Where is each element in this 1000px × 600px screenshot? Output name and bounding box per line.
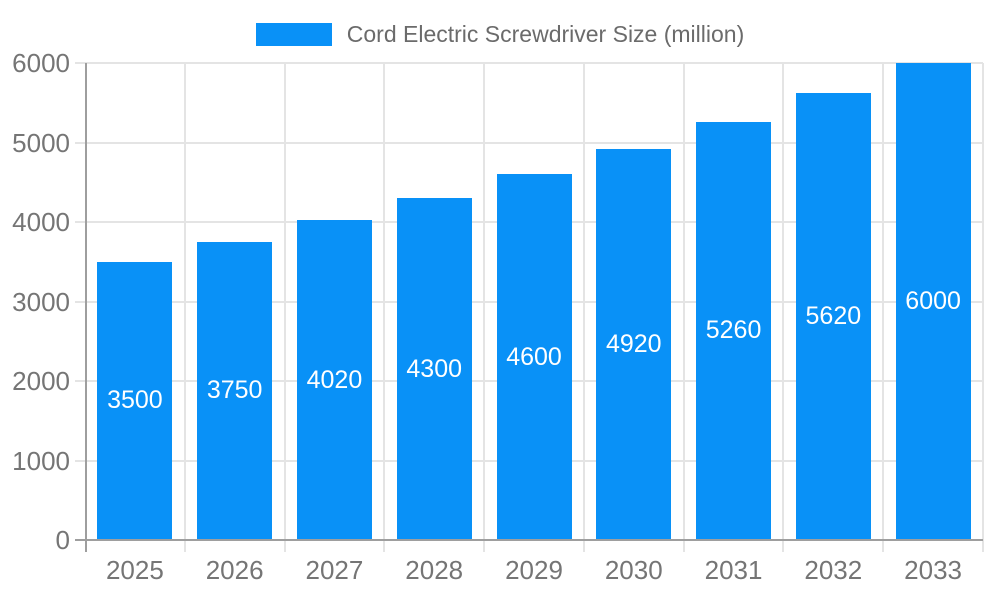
y-axis-line xyxy=(85,63,87,552)
bar-2032[interactable]: 5620 xyxy=(795,93,871,540)
y-axis-tick-label: 2000 xyxy=(12,366,70,396)
bar-2030[interactable]: 4920 xyxy=(596,148,672,540)
bar-value-label: 4600 xyxy=(506,342,562,371)
legend-label: Cord Electric Screwdriver Size (million) xyxy=(346,21,745,47)
bar-value-label: 6000 xyxy=(905,287,961,315)
x-axis-tick-label: 2030 xyxy=(604,555,663,585)
y-axis-tick xyxy=(75,141,85,144)
bar-2026[interactable]: 3750 xyxy=(197,241,273,540)
bar-2033[interactable]: 6000 xyxy=(895,63,971,540)
y-axis-tick xyxy=(75,62,85,64)
bar-2025[interactable]: 3500 xyxy=(97,261,173,540)
x-axis-tick-label: 2027 xyxy=(305,555,364,585)
bar-2031[interactable]: 5260 xyxy=(696,121,772,540)
bar-value-label: 3750 xyxy=(206,376,263,405)
y-axis-tick-label: 3000 xyxy=(12,286,70,317)
y-axis-tick-label: 4000 xyxy=(12,207,70,237)
gridline-horizontal xyxy=(85,62,983,64)
gridline-vertical xyxy=(283,63,286,552)
y-axis-tick-label: 0 xyxy=(55,525,70,555)
gridline-vertical xyxy=(582,63,585,552)
bar-value-label: 5260 xyxy=(705,316,762,345)
y-axis-tick-label: 1000 xyxy=(12,445,70,476)
gridline-vertical xyxy=(882,63,885,552)
gridline-vertical xyxy=(183,63,186,552)
x-axis-tick-label: 2031 xyxy=(704,555,763,585)
bar-2027[interactable]: 4020 xyxy=(296,220,372,540)
x-axis-tick-label: 2032 xyxy=(804,555,863,585)
x-axis-tick-label: 2029 xyxy=(505,555,563,585)
gridline-vertical xyxy=(483,63,486,552)
bar-value-label: 5620 xyxy=(805,302,862,331)
plot-area: 3500 3750 4020 4300 4600 4920 5260 5620 6000 xyxy=(75,62,984,552)
y-axis-tick xyxy=(75,459,85,462)
y-axis-tick xyxy=(75,300,85,303)
y-axis-tick xyxy=(75,221,85,223)
y-axis-tick xyxy=(75,380,85,382)
x-axis-tick-label: 2028 xyxy=(405,555,464,585)
legend-swatch xyxy=(255,22,332,46)
bar-value-label: 4300 xyxy=(406,354,463,383)
y-axis-tick-label: 6000 xyxy=(12,48,70,78)
bar-value-label: 3500 xyxy=(107,386,163,415)
gridline-vertical xyxy=(682,63,685,552)
gridline-vertical xyxy=(383,63,386,552)
x-axis-tick-label: 2025 xyxy=(105,555,164,585)
x-axis-tick-label: 2033 xyxy=(904,555,963,585)
gridline-vertical xyxy=(982,63,984,552)
y-axis-tick-label: 5000 xyxy=(12,127,70,158)
x-axis-line xyxy=(75,539,983,541)
bar-2028[interactable]: 4300 xyxy=(396,198,472,540)
bar-value-label: 4020 xyxy=(306,365,363,394)
gridline-horizontal xyxy=(85,141,983,144)
bar-value-label: 4920 xyxy=(605,329,662,358)
chart-legend[interactable]: Cord Electric Screwdriver Size (million) xyxy=(0,21,1000,47)
bar-2029[interactable]: 4600 xyxy=(496,174,572,540)
x-axis-tick-label: 2026 xyxy=(205,555,264,585)
gridline-vertical xyxy=(782,63,785,552)
